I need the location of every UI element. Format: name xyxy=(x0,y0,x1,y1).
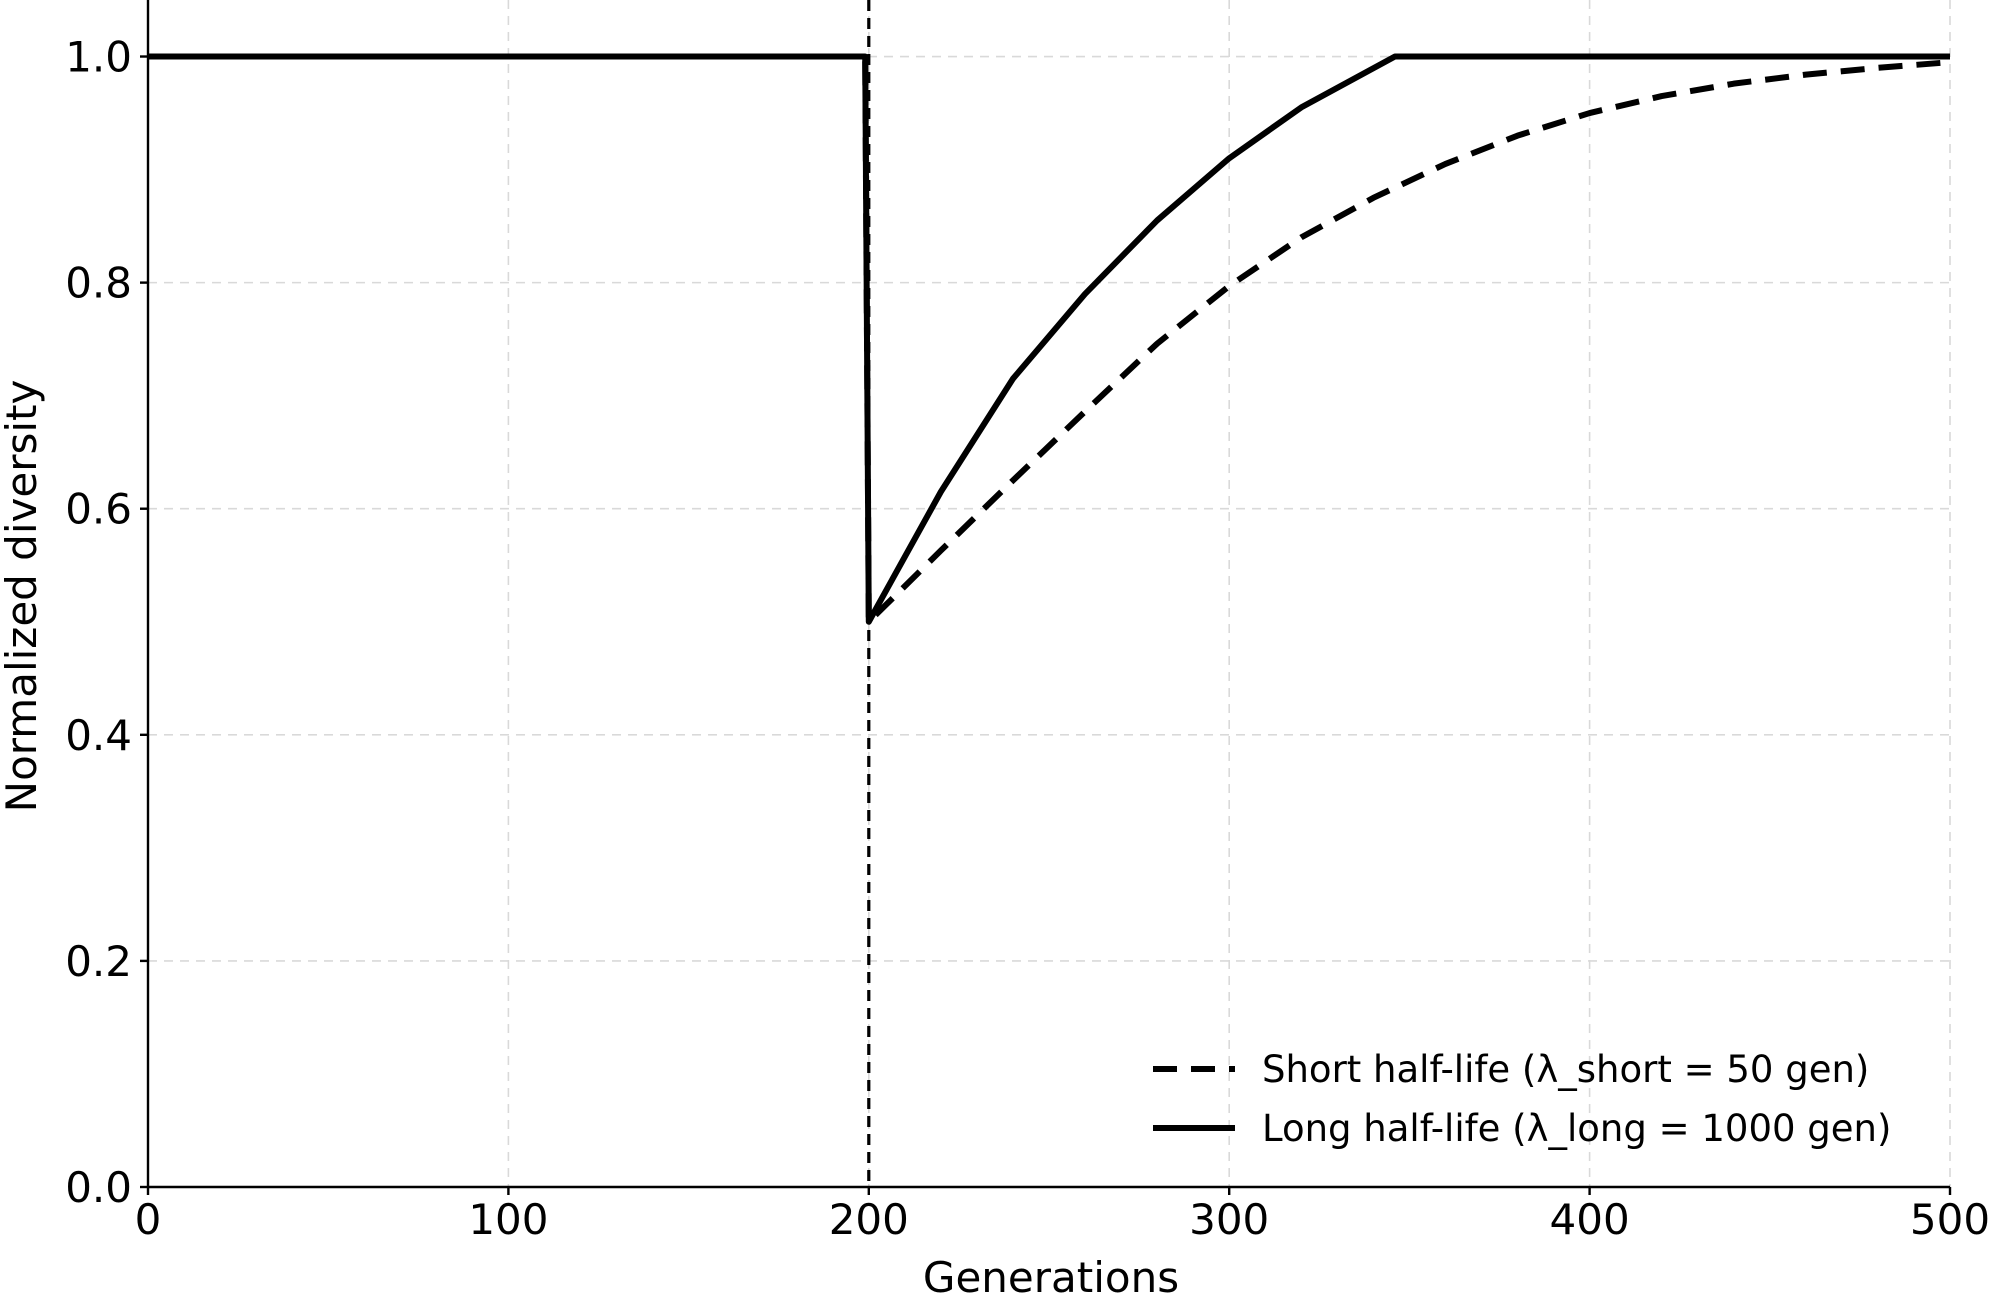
grid-lines xyxy=(147,0,1951,1188)
y-tick-label: 0.6 xyxy=(65,485,132,534)
legend: Short half-life (λ_short = 50 gen) Long h… xyxy=(1153,1048,1891,1150)
axis-ticks: 0 100 200 300 400 500 0.0 0.2 0.4 0.6 0.8 1.0 xyxy=(65,33,1990,1244)
x-tick-label: 200 xyxy=(829,1195,909,1244)
y-tick-label: 0.4 xyxy=(65,711,132,760)
x-tick-label: 300 xyxy=(1189,1195,1269,1244)
x-tick-label: 400 xyxy=(1550,1195,1630,1244)
x-axis-label: Generations xyxy=(923,1253,1179,1297)
legend-label: Short half-life (λ_short = 50 gen) xyxy=(1262,1048,1869,1091)
x-tick-label: 500 xyxy=(1910,1195,1990,1244)
axes-spines xyxy=(146,0,1950,1189)
series-lines xyxy=(148,0,1951,1187)
x-tick-label: 100 xyxy=(468,1195,548,1244)
y-tick-label: 0.2 xyxy=(65,937,132,986)
legend-label: Long half-life (λ_long = 1000 gen) xyxy=(1262,1107,1891,1150)
y-axis-label: Normalized diversity xyxy=(0,380,46,813)
series-line-short-half-life xyxy=(148,53,1951,625)
y-tick-label: 0.0 xyxy=(65,1163,132,1212)
x-tick-label: 0 xyxy=(135,1195,162,1244)
y-tick-label: 1.0 xyxy=(65,33,132,82)
y-tick-label: 0.8 xyxy=(65,259,132,308)
series-line-long-half-life xyxy=(148,53,1950,625)
